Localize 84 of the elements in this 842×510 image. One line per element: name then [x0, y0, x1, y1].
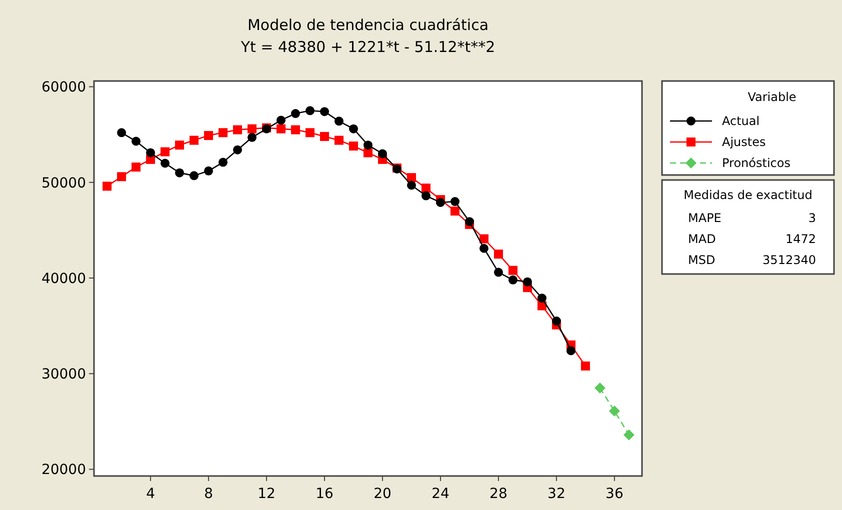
point: [334, 116, 344, 126]
point: [248, 132, 257, 142]
point: [132, 162, 141, 172]
text: MSD: [688, 253, 716, 267]
point: [218, 158, 228, 167]
point: [190, 171, 199, 180]
point: [190, 136, 199, 145]
point: [566, 346, 576, 356]
x-tick-label: 20: [374, 486, 392, 502]
point: [175, 168, 184, 178]
point: [320, 107, 330, 116]
point: [479, 234, 488, 244]
point: [291, 109, 300, 118]
text: 1472: [785, 232, 816, 246]
point: [306, 128, 315, 138]
y-tick-label: 20000: [41, 462, 86, 478]
point: [132, 136, 141, 146]
x-tick-label: 8: [204, 486, 213, 502]
point: [364, 148, 372, 158]
point: [508, 266, 518, 275]
point: [537, 294, 546, 303]
text: 3: [808, 211, 816, 225]
point: [464, 217, 474, 226]
y-tick-label: 60000: [41, 80, 86, 96]
point: [349, 124, 358, 134]
point: [594, 382, 606, 394]
x-tick-label: 4: [146, 486, 156, 502]
legend-label: Actual: [722, 114, 760, 128]
legend-label: Pronósticos: [722, 156, 790, 170]
point: [291, 125, 300, 134]
x-tick-label: 24: [432, 486, 450, 502]
x-tick-label: 28: [490, 486, 508, 502]
point: [117, 172, 126, 182]
point: [479, 244, 488, 253]
point: [552, 316, 561, 326]
point: [146, 148, 156, 158]
point: [320, 132, 330, 141]
point: [233, 145, 242, 154]
point: [421, 184, 430, 193]
chart-title: Modelo de tendencia cuadrática: [247, 16, 489, 34]
point: [494, 250, 503, 259]
y-tick-label: 50000: [41, 175, 86, 192]
legend-title: Variable: [748, 90, 796, 104]
x-tick-label: 12: [258, 486, 276, 502]
point: [248, 124, 257, 134]
y-tick-label: 40000: [41, 270, 86, 287]
text: Medidas de exactitud: [684, 188, 812, 202]
point: [160, 158, 170, 168]
text: 3512340: [762, 253, 816, 267]
point: [175, 140, 184, 150]
point: [117, 128, 126, 138]
point: [608, 405, 620, 416]
point: [364, 140, 372, 150]
point: [623, 429, 634, 440]
point: [436, 198, 445, 207]
point: [450, 206, 460, 216]
point: [406, 173, 416, 182]
point: [580, 362, 590, 371]
point: [160, 147, 170, 156]
point: [204, 166, 214, 176]
point: [406, 180, 416, 190]
legend-label: Ajustes: [722, 135, 766, 150]
point: [102, 182, 112, 191]
point: [334, 136, 344, 145]
point: [218, 128, 228, 138]
point: [522, 277, 532, 286]
point: [306, 106, 315, 116]
point: [421, 191, 430, 200]
chart-subtitle: Yt = 48380 + 1221*t - 51.12*t**2: [240, 38, 496, 56]
x-tick-label: 36: [606, 486, 624, 502]
point: [233, 125, 242, 134]
point: [494, 268, 503, 277]
x-tick-label: 16: [316, 486, 334, 502]
point: [349, 142, 358, 151]
point: [508, 275, 518, 284]
text: MAPE: [688, 211, 722, 225]
point: [276, 116, 286, 125]
point: [378, 149, 387, 158]
point: [204, 131, 214, 140]
point: [450, 197, 460, 206]
point: [276, 124, 286, 134]
text: MAD: [688, 232, 716, 246]
x-tick-label: 32: [548, 486, 566, 502]
y-tick-label: 30000: [41, 366, 86, 383]
